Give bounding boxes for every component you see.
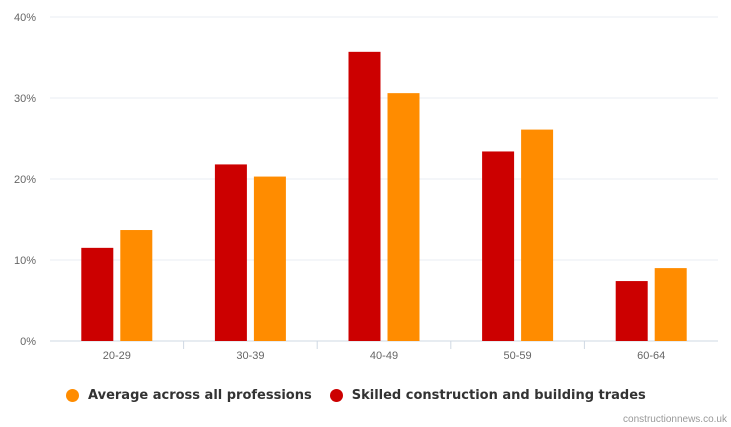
legend-label-skilled: Skilled construction and building trades <box>351 388 646 403</box>
chart-legend: Average across all professions Skilled c… <box>66 388 664 403</box>
x-tick-label: 30-39 <box>236 350 264 362</box>
x-tick-label: 20-29 <box>103 350 131 362</box>
bar-average-40-49 <box>387 93 420 341</box>
y-tick-label: 0% <box>20 336 36 348</box>
bar-skilled-30-39 <box>214 164 247 341</box>
bar-average-50-59 <box>521 129 554 341</box>
legend-swatch-skilled <box>329 389 343 402</box>
legend-item-skilled: Skilled construction and building trades <box>329 388 646 403</box>
bar-skilled-20-29 <box>81 247 114 341</box>
bar-average-30-39 <box>253 176 286 341</box>
x-tick-label: 60-64 <box>637 350 665 362</box>
bar-chart: 0% 10% 20% 30% 40% 20-29 30-39 40-49 50-59 60-64 <box>14 12 718 362</box>
bar-average-20-29 <box>120 230 153 341</box>
y-tick-label: 30% <box>14 93 36 105</box>
bar-skilled-50-59 <box>482 151 515 341</box>
bar-skilled-60-64 <box>615 281 648 341</box>
y-tick-label: 20% <box>14 174 36 186</box>
legend-item-average: Average across all professions <box>66 388 312 403</box>
bar-skilled-40-49 <box>348 51 381 342</box>
x-tick-label: 40-49 <box>370 350 398 362</box>
y-tick-label: 40% <box>14 12 36 24</box>
source-credit: constructionnews.co.uk <box>623 414 727 425</box>
y-tick-label: 10% <box>14 255 36 267</box>
bar-average-60-64 <box>654 268 687 341</box>
legend-swatch-average <box>66 389 79 402</box>
x-tick-label: 50-59 <box>504 350 532 362</box>
legend-label-average: Average across all professions <box>88 388 312 403</box>
